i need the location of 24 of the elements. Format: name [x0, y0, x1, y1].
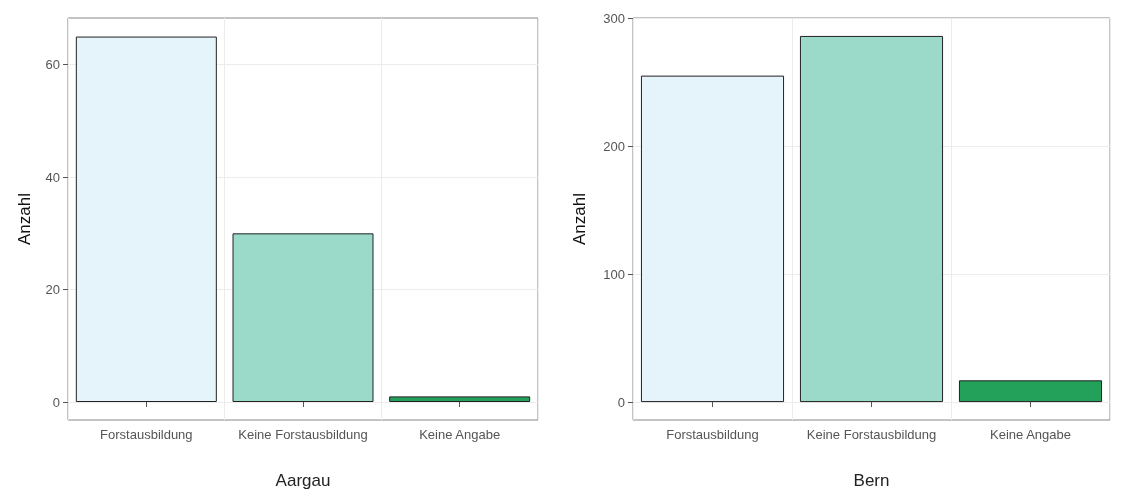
x-axis-title: Bern: [853, 471, 890, 490]
y-tick-label: 300: [603, 10, 625, 26]
bar: [640, 75, 785, 403]
x-tick-label: Keine Forstausbildung: [238, 427, 368, 442]
bar: [799, 35, 944, 403]
x-tick-label: Forstausbildung: [666, 427, 759, 442]
bar: [958, 380, 1103, 403]
y-tick-label: 60: [45, 57, 60, 73]
y-tick-label: 40: [45, 169, 60, 185]
x-tick-label: Keine Angabe: [419, 427, 501, 442]
y-tick-label: 200: [603, 138, 625, 154]
bar: [389, 396, 531, 403]
y-tick-label: 0: [52, 394, 60, 410]
y-axis-title: Anzahl: [570, 193, 589, 245]
y-tick-label: 20: [45, 282, 60, 298]
y-tick-label: 100: [603, 266, 625, 282]
bar: [232, 233, 374, 403]
y-axis-title: Anzahl: [15, 193, 34, 245]
x-tick-label: Keine Forstausbildung: [806, 427, 937, 442]
y-tick-label: 0: [617, 394, 625, 410]
x-tick-label: Forstausbildung: [100, 427, 193, 442]
bar: [75, 36, 217, 403]
x-axis-title: Aargau: [275, 471, 331, 490]
x-tick-label: Keine Angabe: [990, 427, 1071, 442]
